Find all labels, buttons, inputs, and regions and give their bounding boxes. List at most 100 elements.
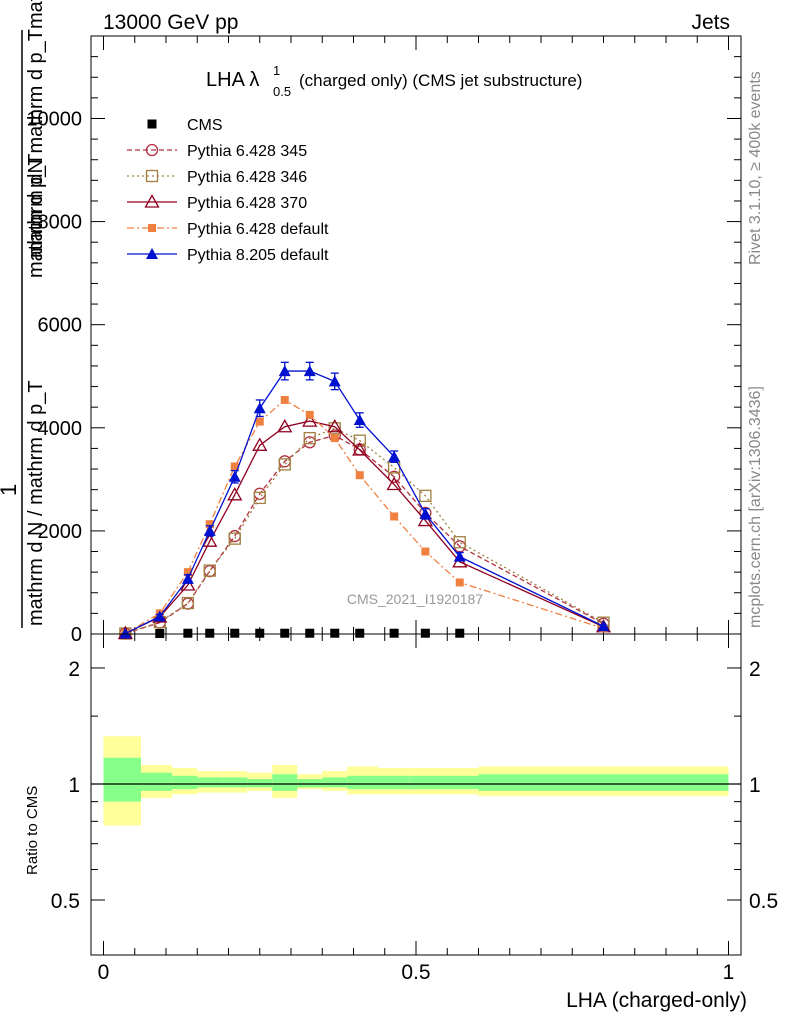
data-point	[203, 564, 216, 578]
ratio-band-stat	[172, 775, 198, 790]
data-point	[417, 512, 433, 527]
legend-label: Pythia 6.428 default	[187, 221, 329, 238]
data-point	[419, 489, 432, 502]
ratio-ticks	[91, 634, 741, 955]
data-point	[390, 512, 399, 521]
data-point	[453, 550, 466, 562]
data-point	[180, 577, 196, 591]
legend-item: Pythia 6.428 346	[127, 169, 307, 186]
data-point	[183, 628, 193, 638]
data-point	[203, 564, 216, 577]
y-tick-label: 4000	[38, 418, 83, 440]
x-tick-label: 0.5	[401, 961, 430, 984]
data-point	[148, 224, 156, 232]
series-line	[125, 370, 604, 635]
data-point	[203, 524, 216, 536]
ratio-band-stat	[297, 779, 323, 788]
main-y-tick-labels: 0 2000 4000 6000 8000 10000	[26, 108, 82, 646]
data-point	[146, 248, 158, 259]
series-pythia-8-205-default	[119, 361, 610, 639]
data-point	[119, 627, 132, 639]
data-point	[386, 476, 402, 491]
ratio-y-tick-label: 0.5	[51, 890, 80, 913]
series-cms	[155, 628, 465, 638]
ratio-y-axis-label: Ratio to CMS	[24, 786, 41, 875]
data-point	[388, 450, 401, 462]
data-point	[145, 143, 159, 157]
ratio-band-stat	[197, 777, 223, 788]
data-point	[419, 507, 432, 519]
x-tick-label: 0	[98, 961, 110, 984]
data-point	[355, 628, 365, 638]
ratio-y-tick-label-right: 0.5	[749, 890, 778, 913]
series-pythia-6-428-346	[119, 422, 610, 640]
data-point	[328, 422, 341, 435]
watermark: CMS_2021_I1920187	[347, 591, 483, 607]
data-point	[147, 119, 157, 129]
y-tick-label: 6000	[38, 315, 83, 337]
data-point	[255, 628, 265, 638]
data-point	[305, 628, 315, 638]
data-point	[228, 470, 241, 482]
data-point	[327, 418, 343, 433]
ratio-band-stat	[322, 777, 348, 788]
data-point	[352, 442, 368, 456]
ratio-band-stat	[378, 775, 410, 790]
legend-label: Pythia 6.428 370	[187, 195, 307, 212]
data-point	[353, 414, 366, 426]
ratio-band-stat	[103, 757, 141, 802]
main-ticks	[91, 35, 741, 635]
ratio-y-tick-label-right: 1	[749, 774, 761, 797]
data-point	[387, 470, 401, 483]
ratio-y-tick-label: 1	[68, 774, 80, 797]
legend-label: Pythia 6.428 345	[187, 143, 307, 160]
ylabel-one: 1	[0, 484, 21, 496]
data-point	[420, 628, 430, 638]
ratio-band-stat	[247, 779, 273, 788]
data-point	[181, 596, 195, 610]
ylabel-bottom: mathrm d N / mathrm d p_T	[25, 380, 47, 626]
header-right: Jets	[691, 11, 730, 34]
legend-label: Pythia 6.428 346	[187, 169, 307, 186]
title-suffix: (charged only) (CMS jet substructure)	[299, 71, 582, 90]
y-tick-label: 8000	[38, 212, 83, 234]
data-point	[183, 568, 192, 577]
ratio-y-tick-labels: 0.5 1 2	[51, 658, 80, 913]
y-tick-label: 2000	[38, 521, 83, 543]
ratio-band-stat	[141, 772, 173, 791]
data-point	[597, 620, 610, 632]
ylabel-top-2: mathrm d p_Tmathrm d p_Tmathrm dlambda	[25, 0, 47, 278]
svg-text:mcplots.cern.ch [arXiv:1306.34: mcplots.cern.ch [arXiv:1306.3436]	[747, 386, 764, 628]
ratio-y-tick-labels-right: 0.5 1 2	[749, 658, 778, 913]
y-tick-label: 10000	[26, 108, 82, 130]
data-point	[278, 458, 291, 471]
data-point	[253, 491, 266, 505]
title-sup: 1	[273, 63, 280, 78]
ratio-y-tick-label: 2	[68, 658, 80, 681]
header-left: 13000 GeV pp	[103, 11, 238, 34]
ratio-band-stat	[222, 777, 248, 788]
ratio-band-stat	[409, 775, 441, 790]
title-sub: 0.5	[273, 84, 291, 99]
legend-item: Pythia 6.428 default	[127, 221, 329, 238]
data-point	[353, 434, 366, 447]
svg-text:Rivet 3.1.10, ≥ 400k events: Rivet 3.1.10, ≥ 400k events	[747, 71, 764, 265]
data-point	[255, 417, 264, 426]
data-point	[277, 418, 293, 433]
data-point	[253, 402, 266, 414]
data-point	[153, 610, 166, 622]
data-point	[230, 628, 240, 638]
data-point	[202, 533, 218, 547]
ratio-band-stat	[478, 774, 729, 791]
ratio-band-stat	[347, 775, 379, 790]
series-line	[125, 420, 604, 635]
data-point	[305, 410, 314, 419]
data-point	[252, 437, 268, 451]
legend: CMS Pythia 6.428 345 Pythia 6.428 346 Pythi…	[127, 117, 329, 264]
legend-label: CMS	[187, 117, 223, 134]
x-tick-labels: 0 0.5 1	[98, 961, 735, 984]
ratio-bands	[103, 736, 729, 826]
data-point	[278, 365, 291, 377]
data-point	[303, 431, 316, 445]
